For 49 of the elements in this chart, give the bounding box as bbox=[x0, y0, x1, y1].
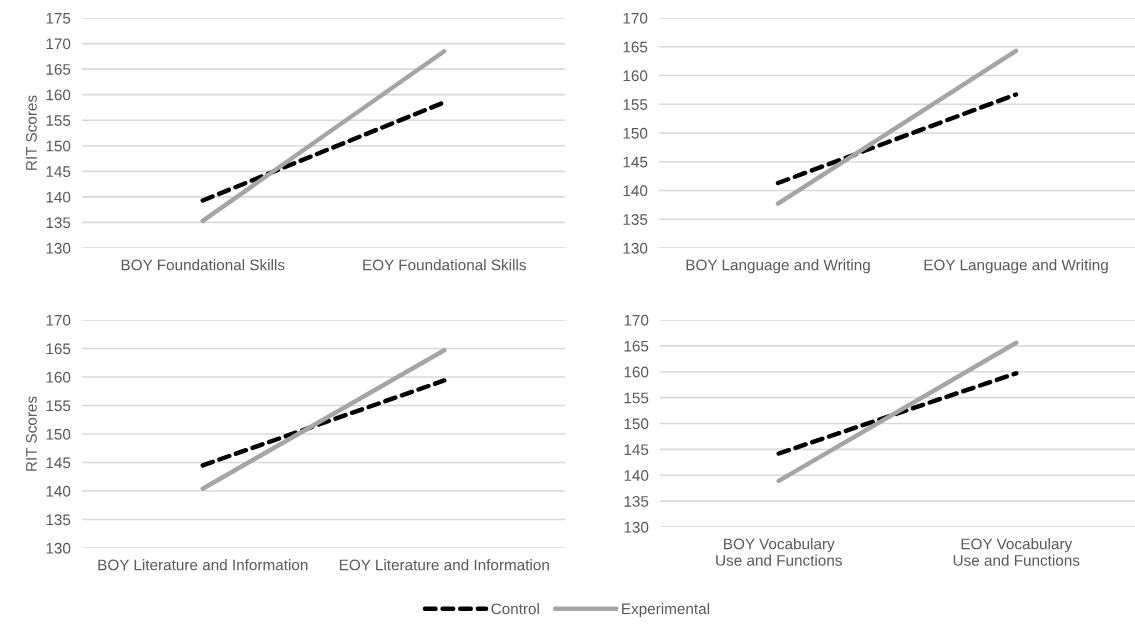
x-tick-label: BOY Language and Writing bbox=[686, 259, 870, 274]
y-tick-label: 160 bbox=[624, 366, 649, 378]
x-tick-label: EOY Vocabulary Use and Functions bbox=[953, 538, 1080, 566]
y-tick-label: 170 bbox=[623, 12, 648, 24]
y-tick-label: 130 bbox=[46, 242, 71, 254]
y-tick-label: 170 bbox=[46, 314, 71, 326]
y-tick-label: 170 bbox=[624, 314, 649, 326]
x-tick-label: EOY Language and Writing bbox=[924, 259, 1108, 274]
y-tick-label: 145 bbox=[624, 444, 649, 456]
y-tick-label: 150 bbox=[623, 127, 648, 139]
y-tick-label: 150 bbox=[624, 418, 649, 430]
x-tick-label: EOY Foundational Skills bbox=[363, 259, 526, 271]
y-axis-title: RIT Scores bbox=[26, 95, 37, 170]
x-tick-label: EOY Literature and Information bbox=[339, 559, 549, 571]
y-tick-label: 145 bbox=[46, 166, 71, 178]
x-tick-label: BOY Vocabulary Use and Functions bbox=[716, 538, 842, 566]
y-tick-label: 135 bbox=[46, 217, 71, 229]
y-tick-label: 170 bbox=[46, 38, 71, 50]
y-tick-label: 135 bbox=[624, 495, 649, 507]
y-tick-label: 140 bbox=[46, 191, 71, 203]
y-tick-label: 135 bbox=[46, 514, 71, 526]
y-tick-label: 145 bbox=[623, 156, 648, 168]
y-tick-label: 140 bbox=[624, 470, 649, 481]
y-tick-label: 165 bbox=[624, 340, 649, 352]
y-tick-label: 155 bbox=[46, 115, 71, 126]
y-tick-label: 140 bbox=[46, 485, 71, 497]
y-tick-label: 160 bbox=[623, 70, 648, 82]
y-tick-label: 140 bbox=[623, 185, 648, 197]
y-tick-label: 160 bbox=[46, 371, 71, 383]
y-tick-label: 160 bbox=[46, 89, 71, 101]
y-tick-label: 155 bbox=[46, 400, 71, 412]
y-tick-label: 165 bbox=[46, 63, 71, 75]
x-tick-label: BOY Literature and Information bbox=[98, 559, 308, 571]
y-tick-label: 130 bbox=[624, 521, 649, 533]
y-tick-label: 150 bbox=[46, 140, 71, 152]
y-tick-label: 175 bbox=[46, 13, 71, 24]
legend-label: Experimental bbox=[622, 603, 710, 618]
y-tick-label: 145 bbox=[46, 457, 71, 469]
y-tick-label: 130 bbox=[46, 542, 71, 554]
y-axis-title: RIT Scores bbox=[26, 396, 37, 471]
y-tick-label: 165 bbox=[46, 343, 71, 355]
y-tick-label: 150 bbox=[46, 428, 71, 440]
legend-label: Control bbox=[491, 603, 539, 615]
x-tick-label: BOY Foundational Skills bbox=[121, 259, 285, 271]
y-tick-label: 135 bbox=[623, 214, 648, 225]
y-tick-label: 130 bbox=[623, 242, 648, 254]
y-tick-label: 165 bbox=[623, 41, 648, 53]
y-tick-label: 155 bbox=[623, 99, 648, 110]
y-tick-label: 155 bbox=[624, 392, 649, 404]
